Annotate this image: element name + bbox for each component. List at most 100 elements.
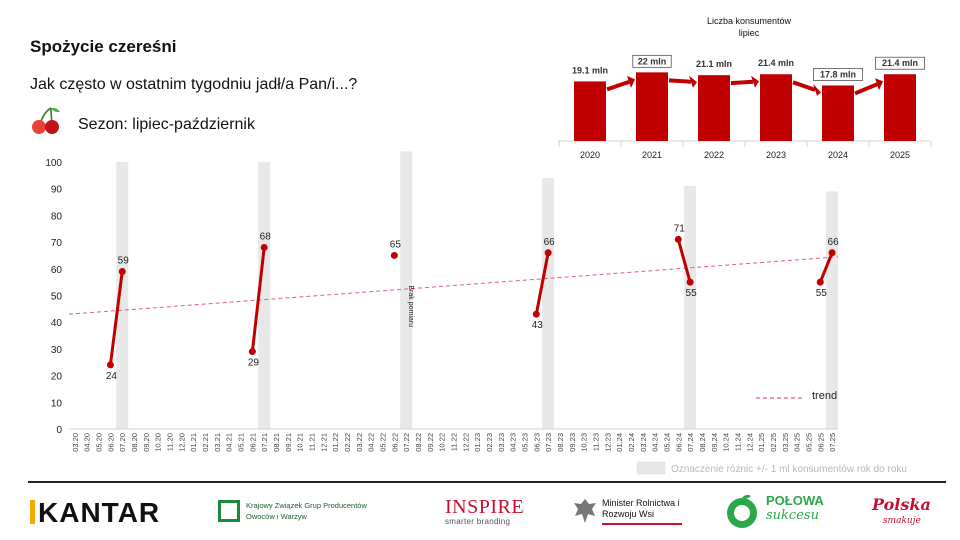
no-measurement-annotation: Brak pomiaru (407, 285, 414, 327)
trend-arrow-head (751, 75, 759, 88)
x-tick-label: 11.23 (591, 433, 600, 451)
trend-arrow-head (813, 83, 821, 96)
boxed-value-frame (875, 56, 926, 70)
consumers-bar-chart: Liczba konsumentów lipiec 2020 19.1 mln 2021… (558, 16, 932, 160)
x-tick-label: 07.22 (402, 433, 411, 452)
season-line (534, 252, 550, 315)
x-tick-label: 01.21 (189, 433, 198, 452)
x-tick-label: 05.20 (95, 433, 104, 452)
x-tick-label: 12.24 (745, 433, 754, 452)
polowa-logo-text: POŁOWA (766, 493, 824, 508)
trend-arrow-head (875, 78, 883, 91)
trend-arrow (606, 79, 630, 92)
data-label: 55 (816, 288, 828, 299)
y-tick-label: 60 (51, 265, 63, 276)
polowa-logo-subtext: sukcesu (766, 508, 819, 523)
data-point (544, 249, 552, 257)
cherry-icon (32, 107, 60, 134)
data-point (828, 249, 836, 257)
x-tick-label: 02.24 (627, 433, 636, 452)
inspire-logo-subtext: smarter branding (445, 517, 511, 526)
x-tick-label: 10.24 (722, 433, 731, 452)
y-tick-label: 0 (56, 425, 62, 436)
y-tick-label: 50 (51, 292, 63, 303)
page-title: Spożycie czereśni (30, 37, 177, 56)
consumer-bar (574, 81, 606, 141)
highlight-legend-label: Oznaczenie różnic +/- 1 ml konsumentów r… (671, 464, 907, 475)
x-tick-label: 12.22 (461, 433, 470, 452)
x-tick-label: 10.23 (580, 433, 589, 452)
x-tick-label: 02.25 (769, 433, 778, 452)
x-tick-label: 04.20 (83, 433, 92, 452)
survey-question: Jak często w ostatnim tygodniu jadł/a Pa… (30, 76, 358, 93)
x-tick-label: 11.24 (733, 433, 742, 451)
trend-arrow (792, 80, 816, 92)
x-tick-label: 05.21 (237, 433, 246, 452)
x-tick-label: 11.22 (450, 433, 459, 451)
bar-value-label: 21.4 mln (882, 58, 918, 68)
x-tick-label: 01.25 (757, 433, 766, 452)
x-tick-label: 04.25 (793, 433, 802, 452)
x-tick-label: 10.20 (154, 433, 163, 452)
highlight-column (400, 151, 413, 429)
bar-value-label: 22 mln (638, 56, 667, 66)
season-label: Sezon: lipiec-październik (78, 116, 255, 133)
season-line (818, 252, 834, 283)
ministry-logo-line (602, 523, 682, 525)
highlight-column (258, 162, 271, 429)
bar-value-label: 21.4 mln (758, 58, 794, 68)
data-label: 55 (686, 288, 698, 299)
mini-x-label: 2022 (704, 150, 724, 160)
highlight-column (684, 186, 697, 429)
trend-arrow (730, 79, 754, 86)
trend-legend-label: trend (812, 390, 837, 402)
season-line (250, 247, 266, 352)
x-tick-label: 03.22 (355, 433, 364, 452)
x-tick-label: 09.23 (568, 433, 577, 452)
x-tick-label: 01.24 (615, 433, 624, 452)
polowa-apple-icon (727, 494, 757, 528)
x-tick-label: 08.20 (130, 433, 139, 452)
boxed-value-frame (632, 54, 672, 68)
kantar-logo-text: KANTAR (38, 497, 161, 528)
x-tick-label: 09.22 (426, 433, 435, 452)
x-tick-label: 05.23 (520, 433, 529, 452)
x-tick-label: 10.22 (438, 433, 447, 452)
kzg-logo-text: Krajowy Związek Grup Producentów Owoców … (246, 501, 367, 521)
x-tick-label: 08.21 (272, 433, 281, 452)
mini-x-label: 2023 (766, 150, 786, 160)
x-tick-label: 10.21 (296, 433, 305, 452)
x-tick-label: 08.23 (556, 433, 565, 452)
polska-logo-subtext: smakuje (882, 516, 921, 526)
x-tick-label: 05.22 (379, 433, 388, 452)
x-tick-label: 08.22 (414, 433, 423, 452)
highlight-legend-swatch (636, 461, 666, 475)
trend-arrow (854, 82, 878, 96)
x-tick-label: 09.21 (284, 433, 293, 452)
x-tick-label: 02.23 (485, 433, 494, 452)
data-point (816, 278, 824, 286)
data-point (118, 267, 126, 275)
eagle-emblem-icon (574, 499, 596, 523)
data-label: 71 (674, 223, 686, 234)
x-tick-label: 07.25 (828, 433, 837, 452)
mini-chart-title-line: Liczba konsumentów (707, 16, 792, 26)
x-tick-label: 11.21 (308, 433, 317, 451)
mini-x-label: 2025 (890, 150, 910, 160)
x-tick-label: 03.24 (639, 433, 648, 452)
polska-logo-text: Polska (872, 495, 931, 514)
bar-value-label: 17.8 mln (820, 69, 856, 79)
x-tick-label: 06.23 (532, 433, 541, 452)
boxed-value-frame (813, 68, 864, 81)
consumer-bar (884, 74, 916, 141)
highlight-column (542, 178, 555, 429)
mini-x-label: 2020 (580, 150, 600, 160)
x-tick-label: 03.25 (781, 433, 790, 452)
data-label: 66 (544, 237, 556, 248)
data-point (532, 310, 540, 318)
y-tick-label: 90 (51, 185, 63, 196)
ministry-logo-text: Minister Rolnictwa i Rozwoju Wsi (602, 498, 680, 519)
data-label: 68 (260, 231, 272, 242)
highlight-column (116, 162, 129, 429)
trend-arrow (668, 78, 692, 84)
